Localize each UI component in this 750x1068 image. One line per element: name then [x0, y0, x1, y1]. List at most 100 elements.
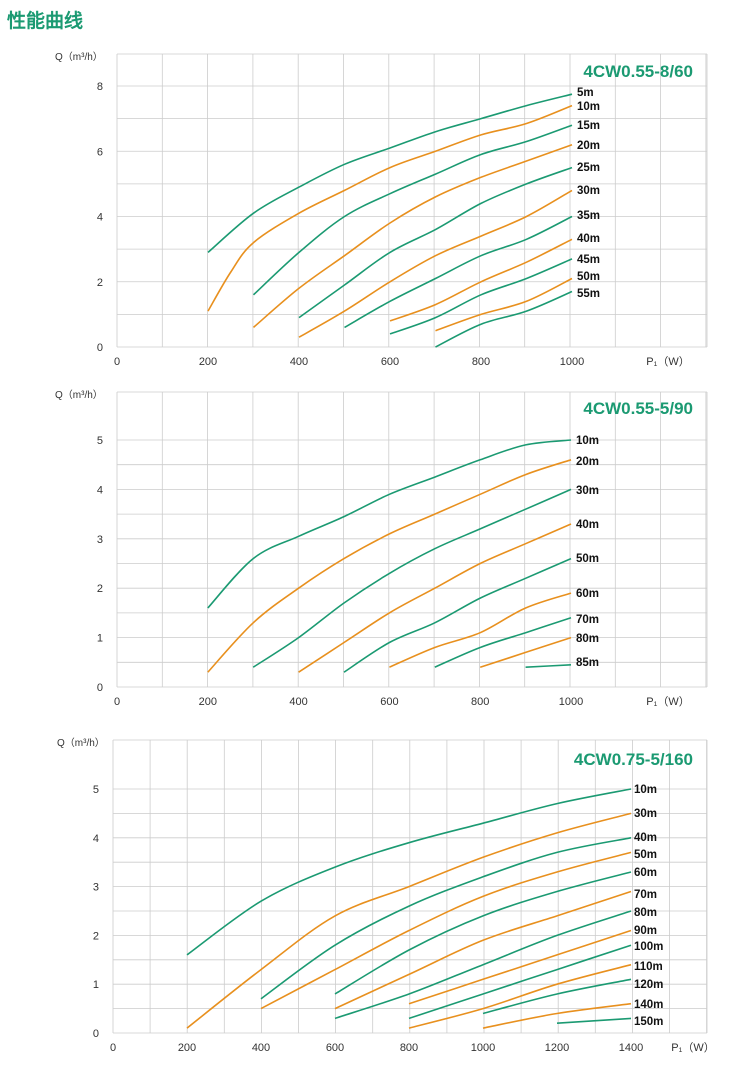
series-label-10m: 10m — [576, 435, 599, 447]
series-line-100m — [408, 944, 632, 1020]
x-tick-label: 1000 — [559, 696, 583, 708]
chart-panel-2: Q（m³/h） 0 1 2 3 4 5 0 200 400 600 800 1000 P₁（W） 4CW0.… — [55, 389, 708, 708]
series-line-50m — [343, 557, 572, 673]
series-line-50m — [260, 851, 632, 1010]
grid — [116, 53, 708, 348]
y-tick-label: 6 — [97, 146, 103, 158]
series-label-55m: 55m — [577, 288, 600, 300]
series-line-40m — [260, 837, 632, 1000]
series-line-110m — [408, 963, 632, 1029]
x-tick-label: 600 — [326, 1042, 344, 1054]
x-tick-label: 1200 — [545, 1042, 569, 1054]
chart-panel-3: Q（m³/h） 0 1 2 3 4 5 0 200 400 600 800 1000 1200 1400 P₁… — [57, 737, 715, 1054]
series-line-15m — [252, 124, 573, 296]
series-label-35m: 35m — [577, 210, 600, 222]
series-label-60m: 60m — [576, 588, 599, 600]
series-label-110m: 110m — [634, 961, 663, 973]
series-line-70m — [334, 890, 632, 1010]
y-tick-label: 0 — [97, 682, 103, 694]
x-axis-label: P₁（W） — [646, 695, 689, 708]
series-line-70m — [434, 617, 572, 668]
series-label-10m: 10m — [634, 784, 657, 796]
x-tick-label: 400 — [252, 1042, 270, 1054]
chart-title: 4CW0.75-5/160 — [574, 750, 693, 769]
series-line-150m — [556, 1017, 632, 1024]
y-tick-label: 1 — [93, 979, 99, 991]
series-line-80m — [334, 910, 632, 1020]
x-tick-label: 600 — [380, 696, 398, 708]
x-tick-label: 600 — [381, 356, 399, 368]
series-line-10m — [207, 439, 572, 609]
x-tick-label: 400 — [289, 696, 307, 708]
series-label-140m: 140m — [634, 999, 663, 1011]
series-label-60m: 60m — [634, 867, 657, 879]
series-line-60m — [334, 871, 632, 995]
series-line-140m — [482, 1002, 632, 1029]
series-label-50m: 50m — [576, 553, 599, 565]
series-line-20m — [252, 143, 573, 329]
x-tick-label: 1000 — [471, 1042, 495, 1054]
series-line-10m — [207, 104, 573, 312]
series-label-30m: 30m — [576, 485, 599, 497]
x-tick-label: 0 — [114, 356, 120, 368]
y-tick-label: 1 — [97, 633, 103, 645]
grid — [116, 391, 708, 688]
x-tick-label: 0 — [114, 696, 120, 708]
series-label-70m: 70m — [634, 889, 657, 901]
series-label-5m: 5m — [577, 87, 594, 99]
series-line-10m — [186, 788, 632, 956]
y-tick-label: 3 — [93, 882, 99, 894]
series-label-40m: 40m — [577, 233, 600, 245]
series-label-50m: 50m — [577, 271, 600, 283]
y-tick-label: 4 — [97, 212, 103, 224]
series-line-85m — [525, 664, 572, 668]
chart-title: 4CW0.55-8/60 — [583, 62, 693, 81]
x-tick-label: 800 — [471, 696, 489, 708]
x-tick-label: 200 — [178, 1042, 196, 1054]
y-tick-label: 4 — [97, 484, 103, 496]
y-axis-label: Q（m³/h） — [55, 389, 103, 401]
chart-panel-1: Q（m³/h） 0 2 4 6 8 0 200 400 600 800 1000 P₁（W） 4CW0.5… — [55, 51, 708, 368]
series-line-90m — [408, 929, 632, 1005]
series-line-30m — [252, 488, 572, 668]
x-tick-label: 800 — [472, 356, 490, 368]
y-tick-label: 5 — [97, 435, 103, 447]
series-label-40m: 40m — [634, 832, 657, 844]
y-tick-label: 5 — [93, 784, 99, 796]
series-label-15m: 15m — [577, 120, 600, 132]
series-line-45m — [389, 258, 573, 335]
y-axis-label: Q（m³/h） — [57, 737, 105, 749]
chart-title: 4CW0.55-5/90 — [583, 399, 693, 418]
series-line-30m — [298, 189, 573, 338]
series-label-20m: 20m — [577, 140, 600, 152]
x-tick-label: 400 — [290, 356, 308, 368]
y-tick-label: 2 — [97, 583, 103, 595]
series-line-60m — [389, 592, 572, 668]
series-line-30m — [186, 812, 632, 1029]
series-label-50m: 50m — [634, 849, 657, 861]
page-title: 性能曲线 — [7, 10, 84, 32]
series-line-5m — [207, 93, 573, 254]
series-label-30m: 30m — [634, 808, 657, 820]
series-line-25m — [298, 166, 573, 319]
x-axis-label: P₁（W） — [646, 355, 689, 368]
series-line-55m — [435, 290, 573, 348]
series-label-45m: 45m — [577, 254, 600, 266]
x-tick-label: 800 — [400, 1042, 418, 1054]
series-label-40m: 40m — [576, 519, 599, 531]
x-tick-label: 0 — [110, 1042, 116, 1054]
series-label-70m: 70m — [576, 614, 599, 626]
x-tick-label: 1000 — [560, 356, 584, 368]
series-label-80m: 80m — [576, 633, 599, 645]
y-tick-label: 2 — [97, 277, 103, 289]
x-tick-label: 1400 — [619, 1042, 643, 1054]
series-label-90m: 90m — [634, 925, 657, 937]
series-line-50m — [435, 277, 573, 332]
y-axis-label: Q（m³/h） — [55, 51, 103, 63]
y-tick-label: 0 — [97, 342, 103, 354]
series-line-80m — [479, 636, 572, 668]
y-tick-label: 4 — [93, 833, 99, 845]
y-tick-label: 8 — [97, 81, 103, 93]
x-axis-label: P₁（W） — [671, 1041, 714, 1054]
series-line-20m — [207, 459, 572, 673]
